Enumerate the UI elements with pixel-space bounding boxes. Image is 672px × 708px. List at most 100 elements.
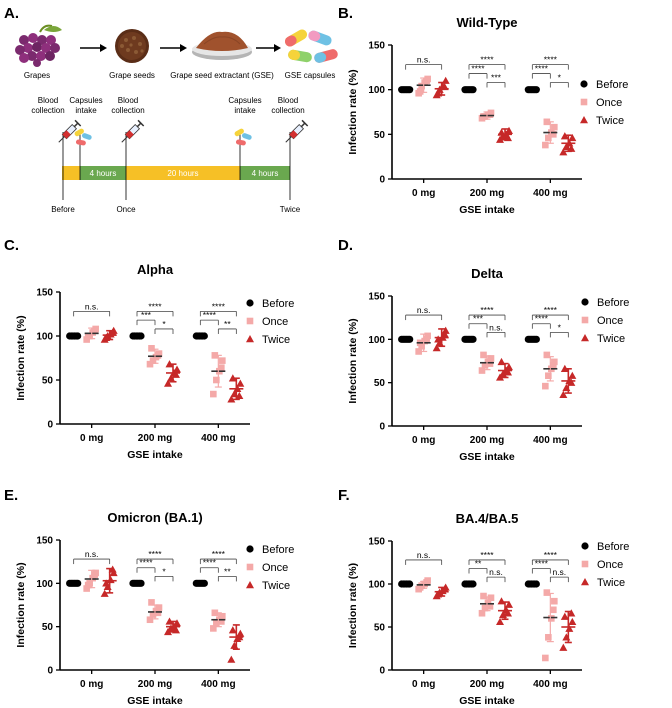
significance-bracket: **** (468, 550, 506, 565)
significance-bracket: n.s. (73, 549, 111, 565)
series-before-2 (192, 332, 208, 340)
x-tick-label: 0 mg (412, 679, 435, 690)
data-point (146, 616, 154, 624)
data-point (496, 617, 504, 626)
legend-label-twice: Twice (262, 334, 290, 346)
series-once-0 (83, 569, 99, 592)
x-tick-label: 0 mg (80, 679, 103, 690)
significance-bracket: n.s. (73, 301, 111, 317)
chart-title: Alpha (137, 262, 174, 277)
data-point (219, 612, 226, 620)
x-axis-label: GSE intake (127, 449, 183, 461)
y-tick-label: 100 (36, 332, 53, 343)
legend-label-once: Once (262, 316, 288, 328)
data-point (149, 611, 157, 618)
data-point (550, 606, 557, 614)
timeline: 4 hours 20 hours 4 hours (31, 96, 309, 214)
arrow-icon (160, 44, 187, 52)
data-point (548, 615, 555, 622)
chart-panel-5: F. BA.4/BA.5 0 50 100 150 0 mg 200 mg 400 mg GSE … (338, 487, 629, 707)
data-point (154, 352, 162, 359)
legend-marker-before (581, 542, 589, 550)
data-point (440, 585, 449, 593)
data-point (542, 382, 549, 390)
significance-label: **** (544, 550, 558, 560)
legend-label-once: Once (597, 559, 623, 571)
series-twice-0 (100, 565, 118, 597)
grape-seeds-icon (115, 29, 149, 63)
y-axis-label: Infection rate (%) (347, 318, 359, 403)
series-twice-2 (227, 374, 245, 403)
significance-bracket: **** (531, 550, 569, 565)
significance-bracket: **** (468, 305, 506, 321)
data-point (545, 134, 552, 142)
y-tick-label: 0 (47, 666, 53, 677)
series-before-1 (461, 335, 477, 343)
x-tick-label: 200 mg (138, 679, 172, 690)
data-point (504, 368, 512, 376)
x-tick-label: 200 mg (138, 433, 172, 444)
data-point (481, 362, 489, 369)
panel-label-a: A. (4, 5, 19, 22)
data-point (155, 604, 163, 611)
data-point (478, 609, 486, 617)
data-point (504, 609, 512, 617)
significance-bracket: **** (468, 55, 506, 70)
y-tick-label: 100 (368, 580, 385, 591)
data-point (91, 571, 98, 578)
significance-label: **** (212, 301, 226, 311)
data-point (148, 599, 155, 606)
series-once-0 (83, 325, 99, 343)
data-point (568, 617, 577, 626)
x-tick-label: 400 mg (201, 679, 235, 690)
x-tick-label: 0 mg (80, 433, 103, 444)
data-point (542, 141, 549, 149)
significance-label: **** (544, 305, 558, 315)
significance-bracket: **** (136, 549, 174, 565)
data-point (480, 113, 487, 120)
data-point (478, 367, 486, 374)
significance-label: **** (544, 55, 558, 65)
series-once-1 (146, 599, 163, 624)
significance-bracket: **** (468, 64, 488, 79)
y-tick-label: 150 (36, 536, 53, 547)
y-axis-label: Infection rate (%) (347, 563, 359, 648)
data-point (551, 123, 558, 131)
y-tick-label: 50 (42, 622, 54, 633)
data-point (568, 133, 577, 142)
series-once-1 (478, 109, 495, 122)
legend-marker-twice (246, 581, 254, 589)
series-before-2 (524, 580, 540, 588)
timeline-segment-label-1: 4 hours (90, 169, 117, 178)
significance-bracket: **** (199, 310, 219, 326)
legend-marker-before (246, 299, 254, 307)
capsule-icon (74, 128, 92, 146)
series-twice-1 (496, 357, 513, 381)
arrow-icon (80, 44, 107, 52)
significance-bracket: n.s. (486, 322, 506, 338)
data-point (102, 579, 111, 587)
series-twice-0 (432, 583, 450, 600)
significance-bracket: **** (136, 558, 156, 573)
y-axis-label: Infection rate (%) (15, 562, 27, 647)
significance-bracket: **** (531, 305, 569, 321)
data-point (172, 370, 180, 378)
data-point (213, 619, 220, 627)
significance-label: **** (148, 549, 162, 559)
significance-label: *** (141, 310, 152, 320)
series-before-0 (66, 579, 82, 587)
y-tick-label: 50 (374, 130, 386, 141)
y-tick-label: 150 (36, 288, 53, 299)
significance-label: ** (224, 319, 231, 329)
data-point (567, 609, 576, 617)
legend-marker-once (246, 317, 254, 325)
legend-marker-once (580, 98, 588, 106)
data-point (416, 88, 424, 95)
data-point (235, 391, 244, 400)
series-twice-2 (559, 609, 577, 651)
significance-bracket: n.s. (405, 550, 443, 565)
series-before-1 (461, 86, 477, 94)
series-before-0 (398, 86, 414, 94)
x-axis-label: GSE intake (459, 204, 515, 216)
